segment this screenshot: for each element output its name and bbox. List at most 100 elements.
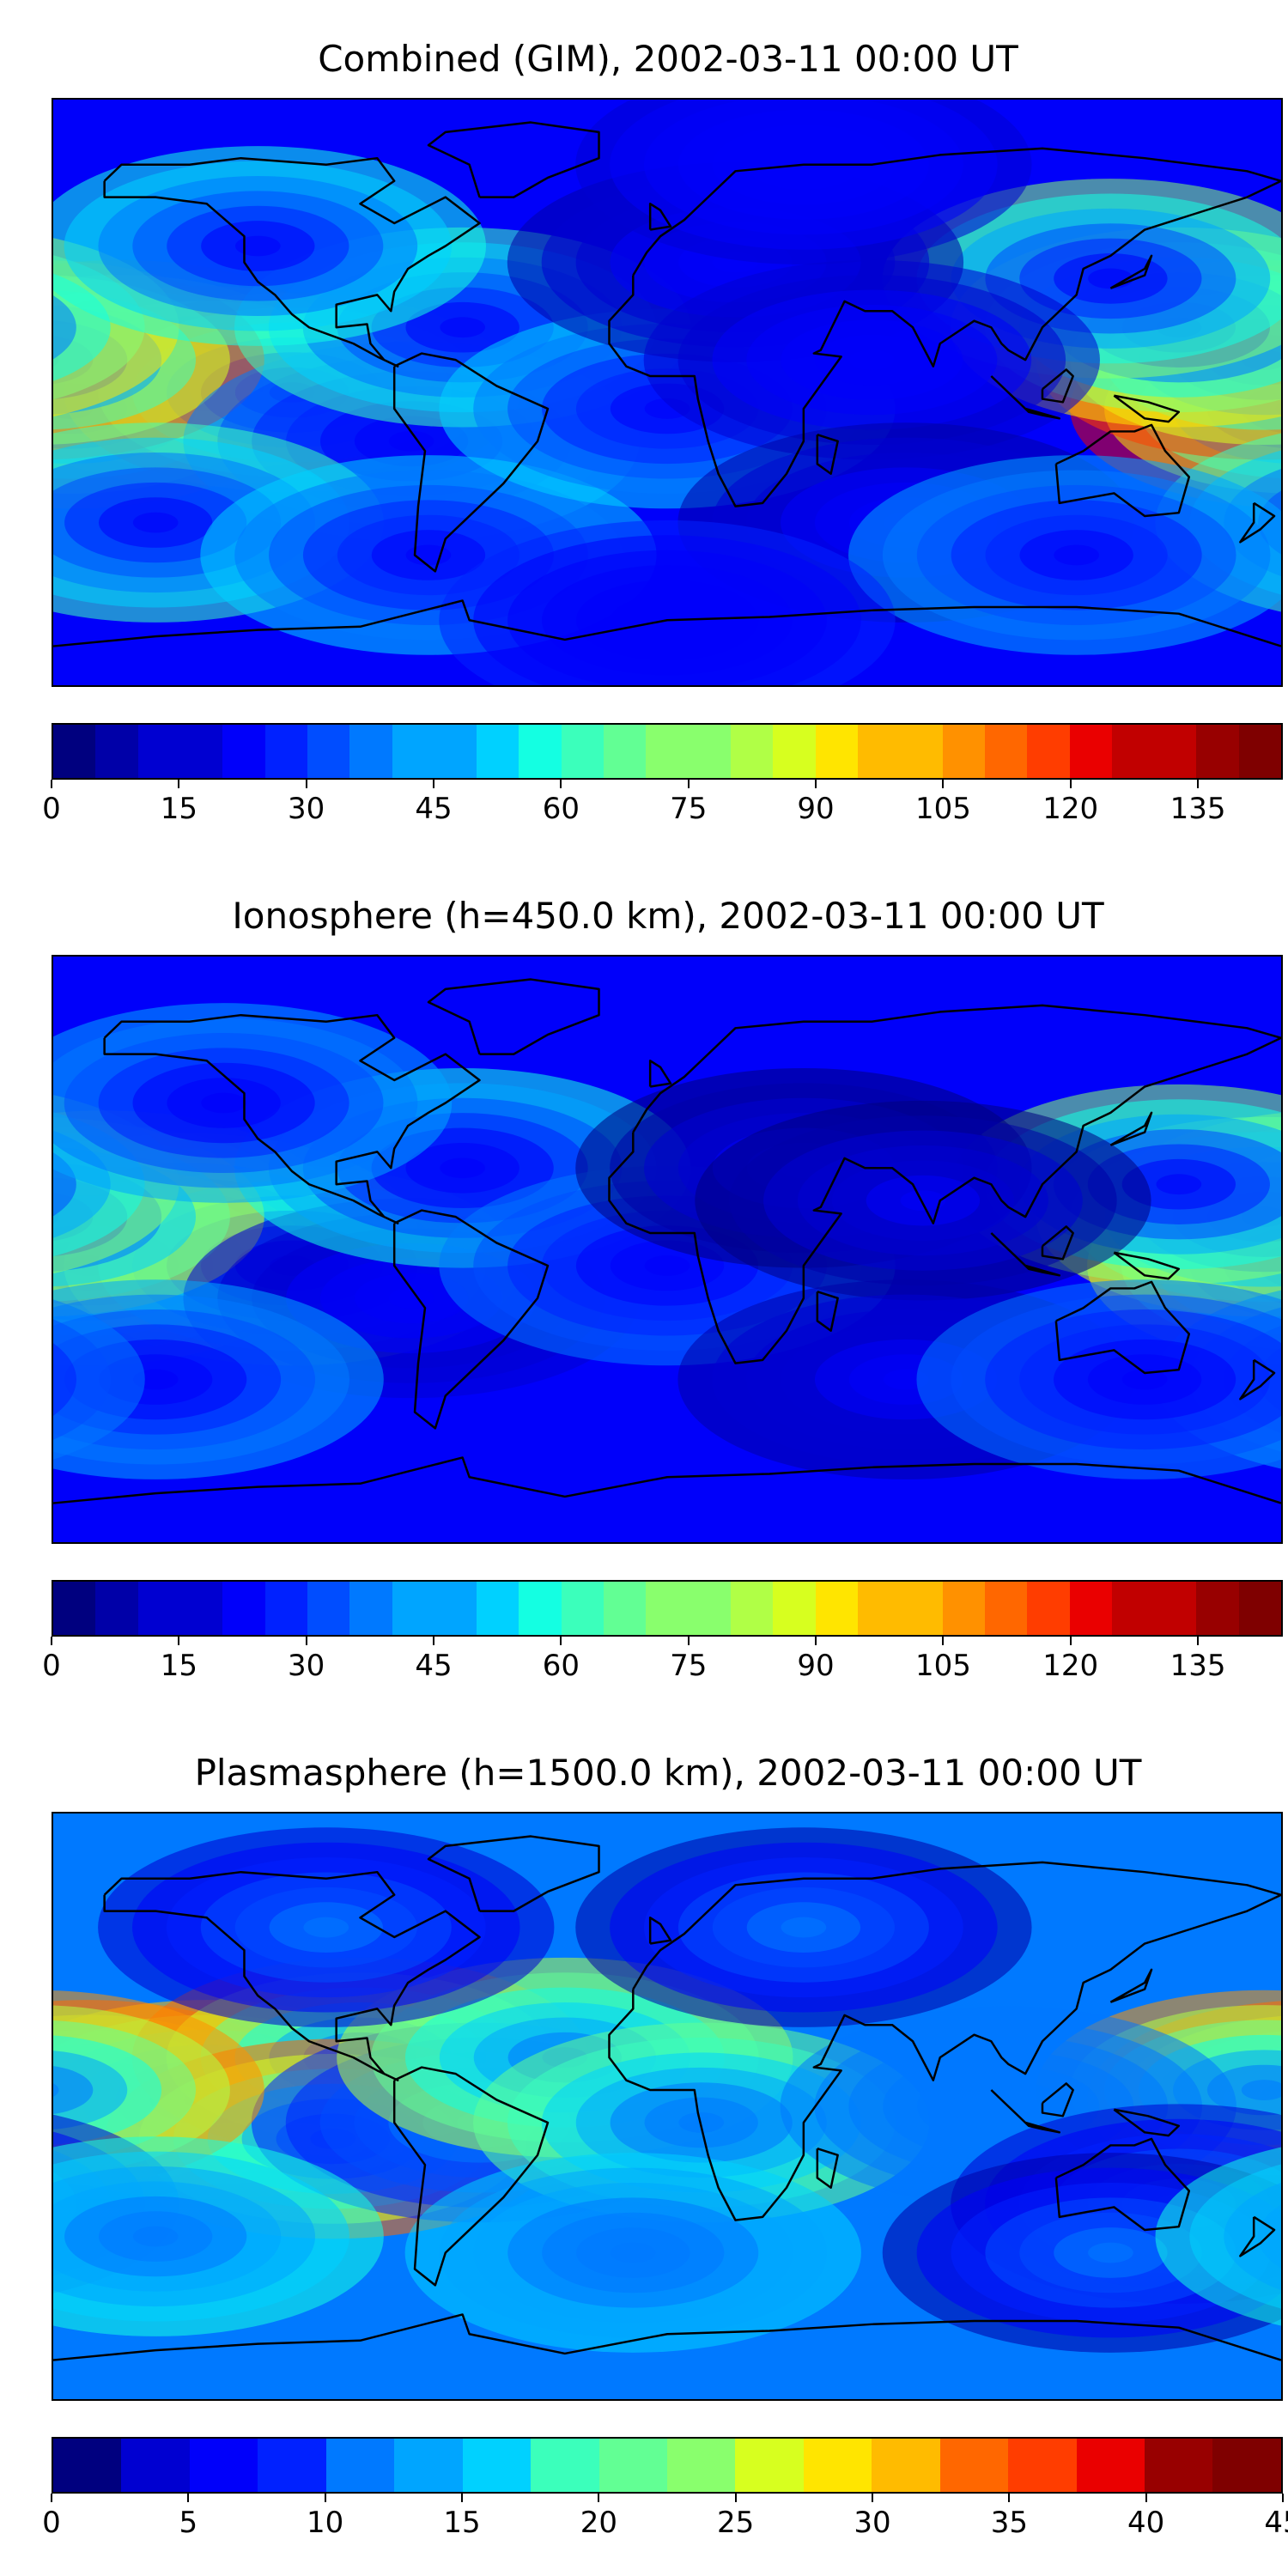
colorbar-tick	[815, 1637, 817, 1645]
coastline	[648, 203, 672, 231]
colorbar-segment	[137, 1582, 180, 1635]
plasmasphere-colorbar	[52, 2437, 1283, 2494]
colorbar-tick-label: 30	[288, 792, 325, 826]
coastline	[816, 434, 839, 475]
colorbar-segment	[646, 1582, 689, 1635]
colorbar-tick	[1069, 1637, 1072, 1645]
colorbar-tick	[560, 780, 562, 788]
colorbar-segment	[264, 1582, 307, 1635]
colorbar-tick-label: 120	[1042, 792, 1099, 826]
combined-colorbar-ticks: 0 15 30 45 60 75 90 105 120 135	[42, 780, 1283, 826]
coastline	[103, 1870, 481, 2081]
colorbar-segment	[939, 2439, 1009, 2492]
contour-level	[1258, 2204, 1281, 2269]
coastline	[1113, 394, 1181, 423]
coastline	[1239, 2215, 1276, 2257]
colorbar-segment	[531, 2439, 599, 2492]
colorbar-tick	[872, 2494, 873, 2502]
colorbar-tick-label: 60	[542, 792, 580, 826]
contour-level	[1241, 2080, 1281, 2100]
colorbar-segment	[434, 1582, 477, 1635]
colorbar-tick-label: 0	[42, 2506, 61, 2540]
colorbar-tick-label: 0	[42, 792, 61, 826]
colorbar-tick-label: 20	[580, 2506, 617, 2540]
colorbar-segment	[1008, 2439, 1077, 2492]
field-blob	[575, 1827, 1032, 2027]
colorbar-segment	[477, 725, 519, 778]
colorbar-segment	[735, 2439, 804, 2492]
colorbar-tick	[687, 780, 690, 788]
colorbar-tick-label: 105	[914, 1649, 971, 1683]
colorbar-segment	[598, 2439, 667, 2492]
colorbar-tick	[51, 2494, 52, 2502]
colorbar-segment	[519, 725, 562, 778]
colorbar-segment	[53, 725, 96, 778]
colorbar-segment	[984, 725, 1028, 778]
colorbar-segment	[984, 1582, 1028, 1635]
coastline	[1113, 2108, 1181, 2137]
colorbar-tick-label: 5	[179, 2506, 198, 2540]
colorbar-segment	[731, 1582, 774, 1635]
colorbar-tick	[51, 780, 52, 788]
contour-level	[1054, 544, 1099, 566]
colorbar-segment	[1238, 1582, 1282, 1635]
colorbar-segment	[900, 725, 943, 778]
ionosphere-colorbar-ticks: 0 15 30 45 60 75 90 105 120 135	[42, 1637, 1283, 1683]
colorbar-tick	[560, 1637, 562, 1645]
colorbar-segment	[1212, 2439, 1281, 2492]
colorbar-segment	[394, 2439, 463, 2492]
colorbar-segment	[1111, 1582, 1155, 1635]
colorbar-segment	[1145, 2439, 1213, 2492]
colorbar-segment	[392, 725, 434, 778]
field-blob	[404, 2153, 861, 2353]
colorbar-segment	[815, 1582, 858, 1635]
coastline	[990, 2089, 1061, 2134]
colorbar-segment	[519, 1582, 562, 1635]
coastline	[608, 1004, 1281, 1364]
plasmasphere-map	[52, 1812, 1283, 2401]
coastline	[392, 1209, 550, 1430]
coastline	[1239, 1358, 1276, 1400]
colorbar-segment	[258, 2439, 326, 2492]
colorbar-segment	[942, 1582, 985, 1635]
colorbar-segment	[857, 725, 901, 778]
colorbar-tick	[815, 780, 817, 788]
coastline	[53, 2313, 1281, 2361]
contour-level	[610, 2242, 656, 2263]
colorbar-segment	[1027, 725, 1070, 778]
colorbar-segment	[179, 725, 223, 778]
field-blob	[643, 259, 1100, 460]
colorbar-segment	[561, 725, 605, 778]
contour-level	[53, 2083, 59, 2097]
contour-level	[132, 2226, 179, 2247]
contour-level	[53, 295, 76, 360]
contour-level	[849, 349, 895, 371]
contour-level	[781, 1917, 827, 1938]
coastline	[816, 2148, 839, 2189]
colorbar-tick-label: 75	[670, 1649, 708, 1683]
coastline	[1239, 501, 1276, 544]
contour-level	[440, 1157, 485, 1179]
ionosphere-map-canvas	[53, 957, 1281, 1542]
plasmasphere-colorbar-ticks: 0 5 10 15 20 25 30 35 40 45	[42, 2494, 1288, 2540]
coastline	[427, 1835, 600, 1912]
colorbar-tick	[942, 780, 945, 788]
colorbar-tick-label: 90	[797, 1649, 835, 1683]
colorbar-tick	[305, 780, 307, 788]
colorbar-segment	[53, 2439, 122, 2492]
colorbar-tick	[734, 2494, 737, 2502]
coastline	[103, 1013, 481, 1224]
colorbar-segment	[53, 1582, 96, 1635]
colorbar-segment	[392, 1582, 434, 1635]
contour-level	[440, 317, 485, 338]
colorbar-segment	[604, 725, 647, 778]
colorbar-segment	[189, 2439, 258, 2492]
colorbar-segment	[121, 2439, 190, 2492]
contour-level	[1156, 1174, 1202, 1195]
colorbar-tick	[178, 1637, 180, 1645]
contour-level	[53, 1319, 111, 1440]
colorbar-tick-label: 90	[797, 792, 835, 826]
colorbar-tick-label: 30	[854, 2506, 891, 2540]
combined-colorbar	[52, 723, 1283, 780]
colorbar-segment	[731, 725, 774, 778]
